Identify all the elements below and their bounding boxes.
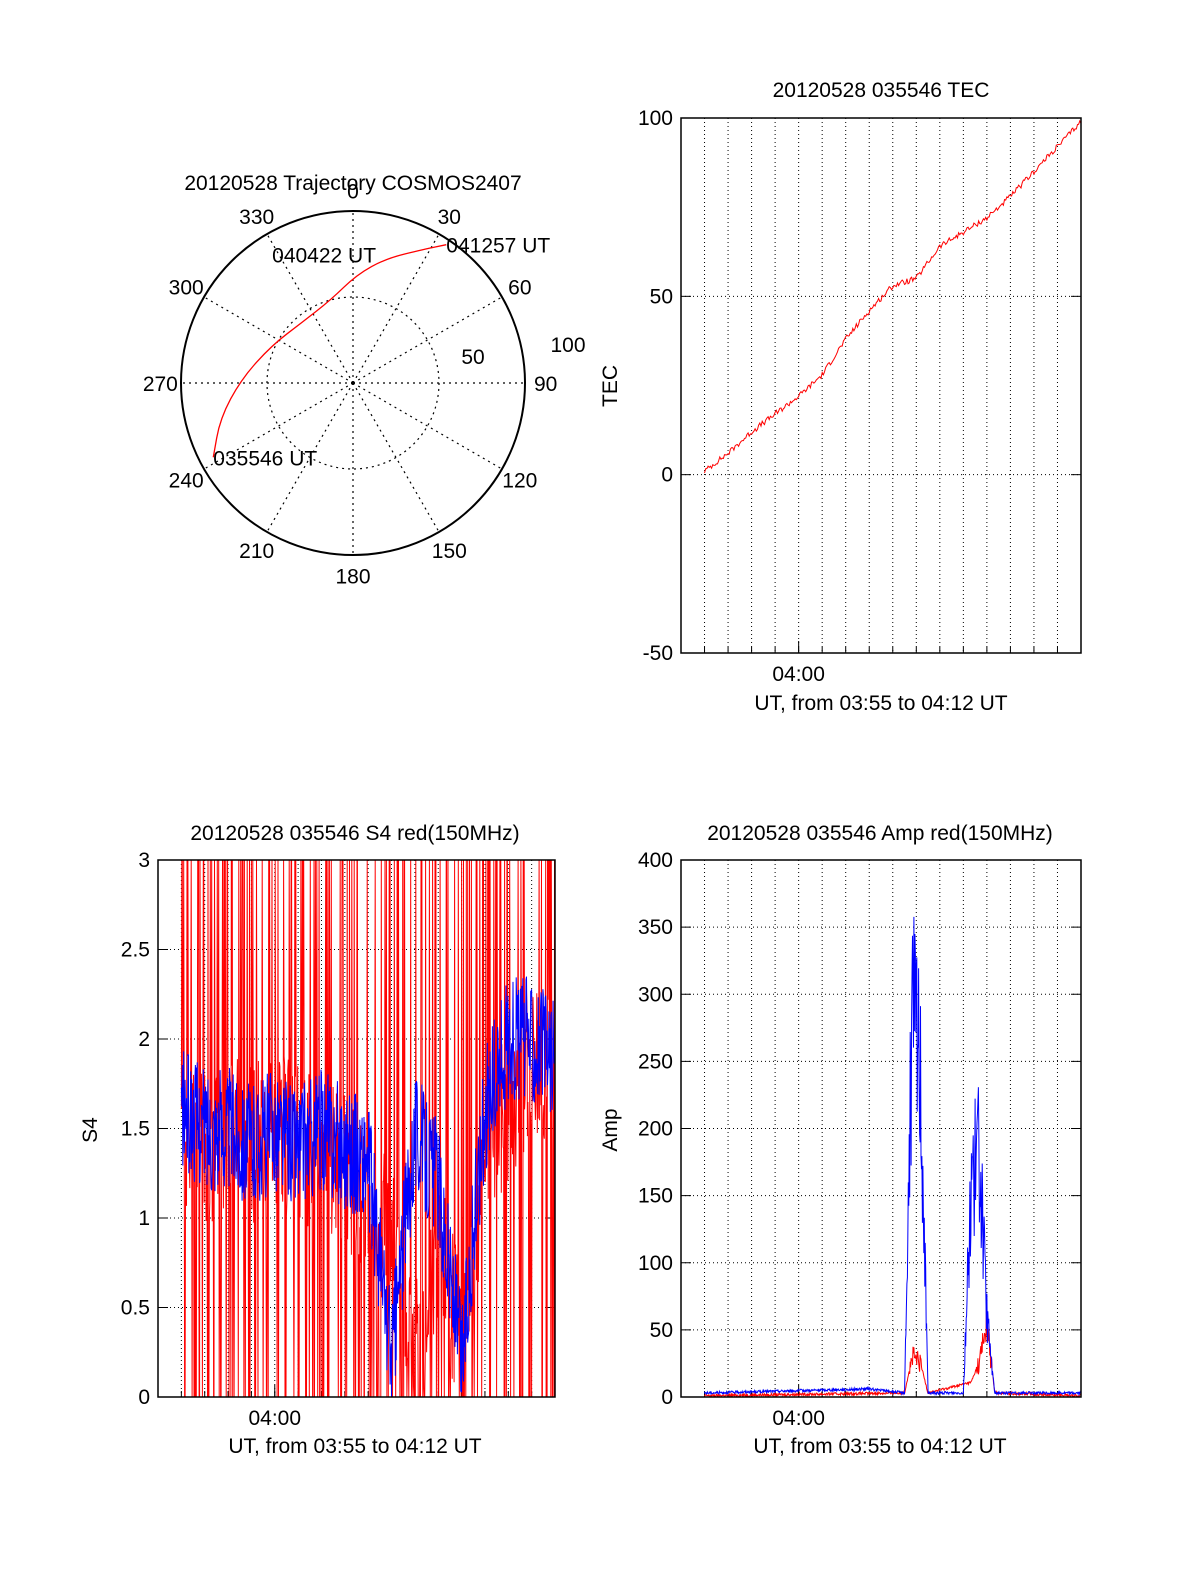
- y-tick-label: 200: [638, 1118, 673, 1141]
- y-tick-label: 0: [661, 1386, 673, 1409]
- polar-azimuth-label: 0: [347, 180, 359, 203]
- amp-xlabel: UT, from 03:55 to 04:12 UT: [753, 1435, 1006, 1458]
- y-tick-label: 3: [138, 849, 150, 872]
- polar-azimuth-label: 330: [239, 206, 274, 229]
- tec-xlabel: UT, from 03:55 to 04:12 UT: [754, 692, 1007, 715]
- y-tick-label: 350: [638, 916, 673, 939]
- polar-radius-label: 50: [461, 346, 484, 369]
- polar-azimuth-label: 150: [432, 540, 467, 563]
- y-tick-label: 1.5: [121, 1118, 150, 1141]
- amp-panel: 20120528 035546 Amp red(150MHz) UT, from…: [599, 822, 1082, 1458]
- polar-spoke: [352, 233, 440, 384]
- polar-azimuth-label: 60: [508, 277, 531, 300]
- y-tick-label: 300: [638, 983, 673, 1006]
- series-line-blue: [180, 976, 555, 1397]
- series-line-red: [704, 119, 1081, 474]
- y-tick-label: 0: [138, 1386, 150, 1409]
- x-tick-label: 04:00: [248, 1407, 301, 1430]
- polar-azimuth-label: 120: [502, 469, 537, 492]
- y-tick-label: 50: [650, 285, 673, 308]
- polar-spoke: [352, 296, 503, 384]
- polar-spoke: [266, 233, 354, 384]
- polar-radius-label: 100: [550, 334, 585, 357]
- plot-frame: [680, 117, 1082, 654]
- polar-annotations: 035546 UT 040422 UT 041257 UT: [213, 235, 550, 471]
- y-tick-label: 50: [650, 1319, 673, 1342]
- polar-grid: [180, 210, 526, 556]
- y-tick-label: 0.5: [121, 1297, 150, 1320]
- tec-ylabel: TEC: [599, 365, 622, 407]
- trajectory-annotation: 041257 UT: [446, 235, 550, 258]
- polar-azimuth-label: 180: [335, 566, 370, 589]
- polar-azimuth-label: 210: [239, 540, 274, 563]
- polar-azimuth-label: 270: [143, 373, 178, 396]
- tec-panel: 20120528 035546 TEC UT, from 03:55 to 04…: [599, 79, 1082, 715]
- s4-xlabel: UT, from 03:55 to 04:12 UT: [228, 1435, 481, 1458]
- y-tick-label: 100: [638, 107, 673, 130]
- x-tick-label: 04:00: [772, 663, 825, 686]
- y-tick-label: 150: [638, 1185, 673, 1208]
- polar-azimuth-label: 300: [169, 277, 204, 300]
- y-tick-label: 0: [661, 464, 673, 487]
- trajectory-annotation: 035546 UT: [213, 447, 317, 470]
- polar-azimuth-label: 240: [169, 469, 204, 492]
- polar-azimuth-labels: 0 30 60 90 120 150 180 210 240 270 300 330: [143, 180, 557, 588]
- s4-panel: 20120528 035546 S4 red(150MHz) UT, from …: [79, 822, 556, 1458]
- x-tick-label: 04:00: [772, 1407, 825, 1430]
- polar-azimuth-label: 90: [534, 373, 557, 396]
- polar-trajectory: [212, 244, 447, 458]
- polar-trajectory-panel: 20120528 Trajectory COSMOS2407 0 30 60 90 12…: [143, 172, 586, 589]
- tec-title: 20120528 035546 TEC: [773, 79, 990, 102]
- y-tick-label: 1: [138, 1207, 150, 1230]
- polar-spoke: [352, 382, 440, 533]
- s4-ylabel: S4: [79, 1117, 102, 1143]
- y-tick-label: 2: [138, 1028, 150, 1051]
- s4-title: 20120528 035546 S4 red(150MHz): [190, 822, 519, 845]
- series-line-red: [704, 1306, 1081, 1397]
- trajectory-annotation: 040422 UT: [272, 244, 376, 267]
- polar-title: 20120528 Trajectory COSMOS2407: [184, 172, 521, 195]
- polar-radius-labels: 50 100: [461, 334, 585, 369]
- amp-title: 20120528 035546 Amp red(150MHz): [707, 822, 1053, 845]
- series-line-blue: [704, 916, 1081, 1397]
- polar-spoke: [266, 382, 354, 533]
- polar-spoke: [352, 382, 503, 470]
- y-tick-label: -50: [643, 642, 673, 665]
- polar-spoke: [203, 382, 354, 470]
- y-tick-label: 400: [638, 849, 673, 872]
- plot-frame: [680, 859, 1082, 1398]
- y-tick-label: 250: [638, 1050, 673, 1073]
- polar-outer-circle: [180, 210, 526, 556]
- y-tick-label: 100: [638, 1252, 673, 1275]
- amp-ylabel: Amp: [599, 1108, 622, 1151]
- trajectory-line: [212, 244, 447, 458]
- y-tick-label: 2.5: [121, 939, 150, 962]
- plot-frame: [157, 859, 556, 1398]
- polar-azimuth-label: 30: [438, 206, 461, 229]
